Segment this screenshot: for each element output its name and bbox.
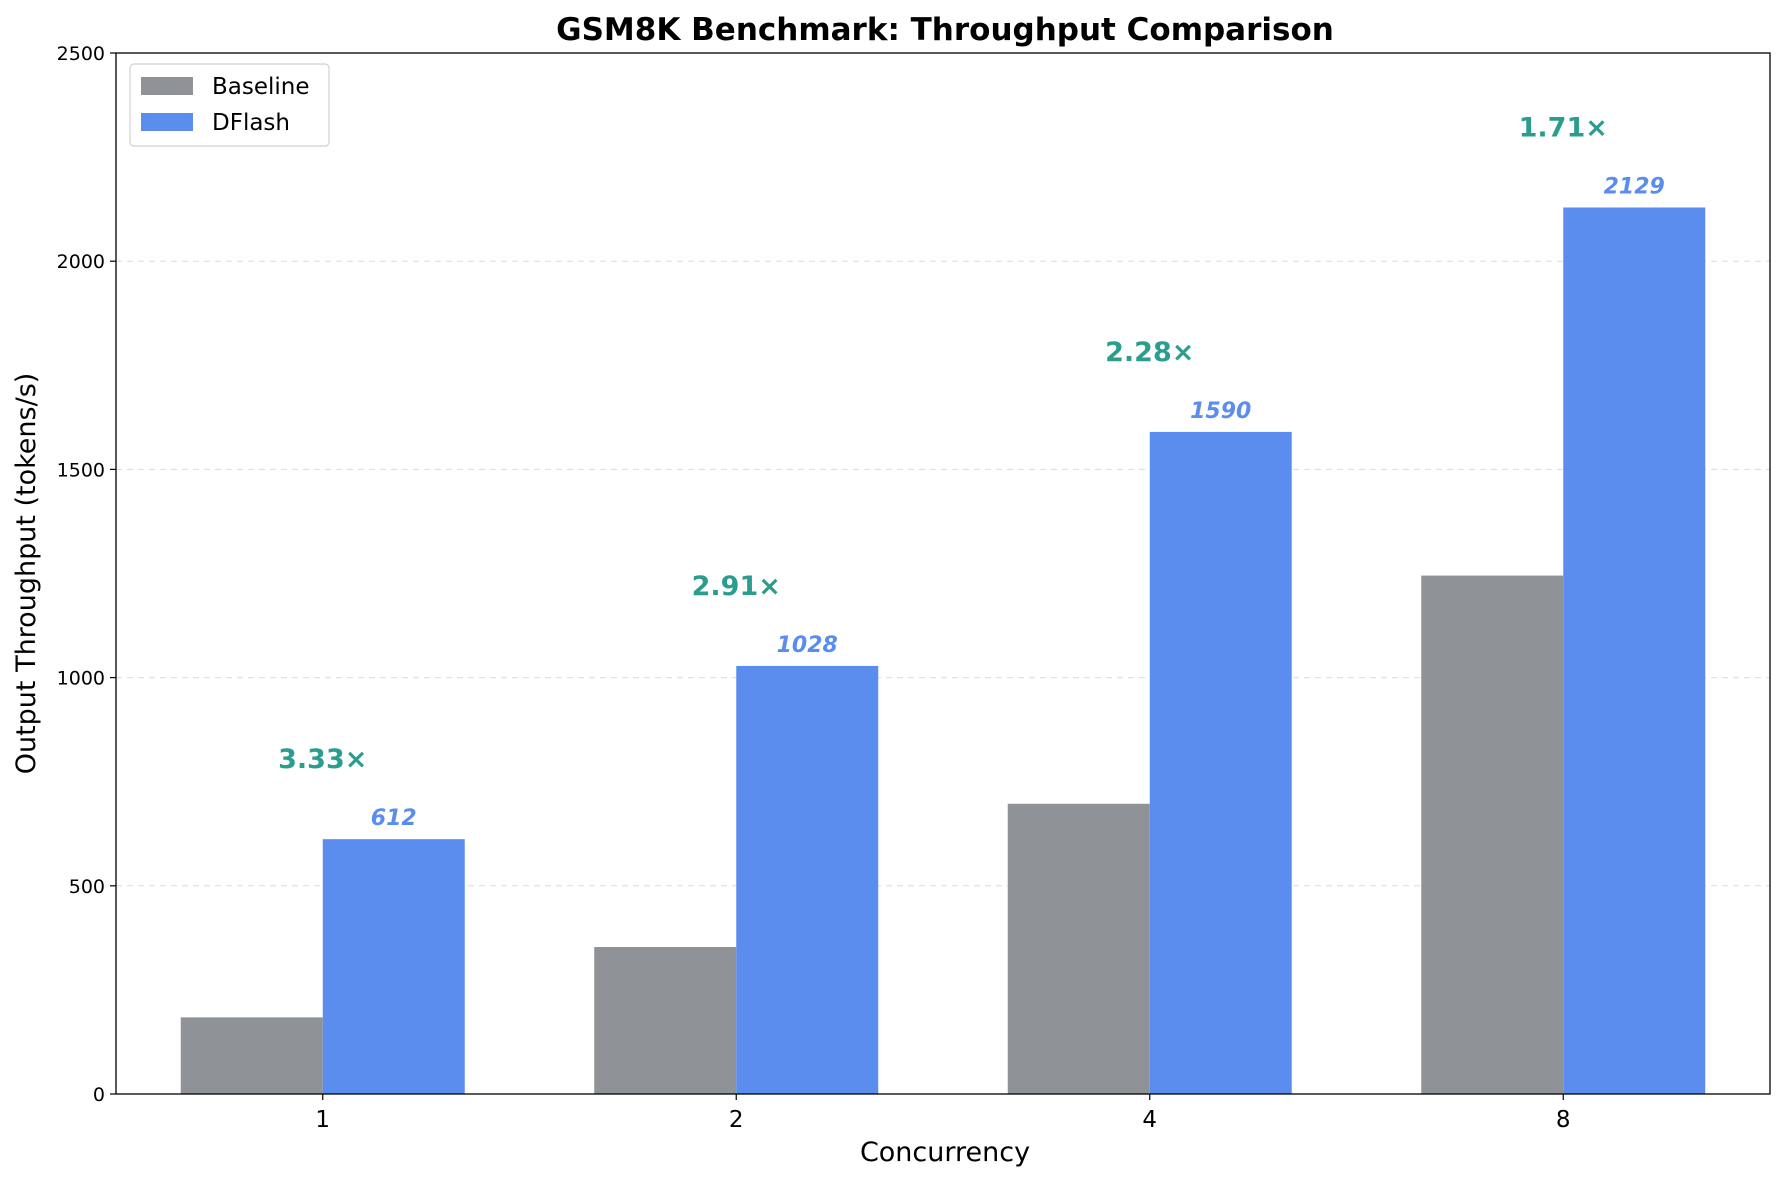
x-tick-label-2: 2: [729, 1107, 744, 1133]
speedup-label-1: 3.33×: [278, 744, 367, 775]
value-label-dflash-1: 612: [371, 806, 417, 831]
x-tick-label-8: 8: [1556, 1107, 1571, 1133]
y-tick-label-1500: 1500: [57, 459, 105, 481]
bars-group: [180, 207, 1706, 1095]
y-axis-label: Output Throughput (tokens/s): [11, 373, 42, 775]
plot-frame: [115, 52, 1771, 1095]
bar-baseline-4: [1007, 803, 1150, 1094]
chart-title: GSM8K Benchmark: Throughput Comparison: [556, 12, 1334, 48]
x-axis: 1 2 4 8: [315, 1094, 1571, 1133]
y-tick-label-2000: 2000: [57, 251, 105, 273]
bar-baseline-2: [594, 947, 737, 1094]
speedup-label-8: 1.71×: [1519, 112, 1608, 143]
bar-dflash-1: [322, 839, 465, 1094]
legend: Baseline DFlash: [129, 63, 330, 147]
bar-baseline-8: [1421, 575, 1564, 1094]
legend-swatch-dflash: [141, 113, 193, 131]
x-axis-label: Concurrency: [860, 1137, 1030, 1168]
legend-label-dflash: DFlash: [212, 110, 290, 136]
speedup-label-4: 2.28×: [1105, 337, 1194, 368]
bar-dflash-4: [1149, 431, 1292, 1094]
x-tick-label-1: 1: [315, 1107, 330, 1133]
y-axis: 0 500 1000 1500 2000 2500: [57, 43, 116, 1106]
bar-baseline-1: [180, 1017, 323, 1094]
y-tick-label-0: 0: [93, 1084, 105, 1106]
speedup-label-2: 2.91×: [692, 571, 781, 602]
y-tick-label-500: 500: [69, 876, 105, 898]
bar-dflash-2: [736, 665, 879, 1094]
value-label-dflash-8: 2129: [1604, 174, 1665, 199]
legend-label-baseline: Baseline: [212, 74, 310, 100]
value-label-dflash-4: 1590: [1190, 399, 1251, 424]
y-tick-label-1000: 1000: [57, 668, 105, 690]
y-tick-label-2500: 2500: [57, 43, 105, 65]
x-tick-label-4: 4: [1142, 1107, 1157, 1133]
value-label-dflash-2: 1028: [777, 633, 838, 658]
labels-group: 612 3.33× 1028 2.91× 1590 2.28× 2129 1.71×: [278, 112, 1665, 831]
legend-swatch-baseline: [141, 77, 193, 95]
bar-dflash-8: [1563, 207, 1706, 1095]
